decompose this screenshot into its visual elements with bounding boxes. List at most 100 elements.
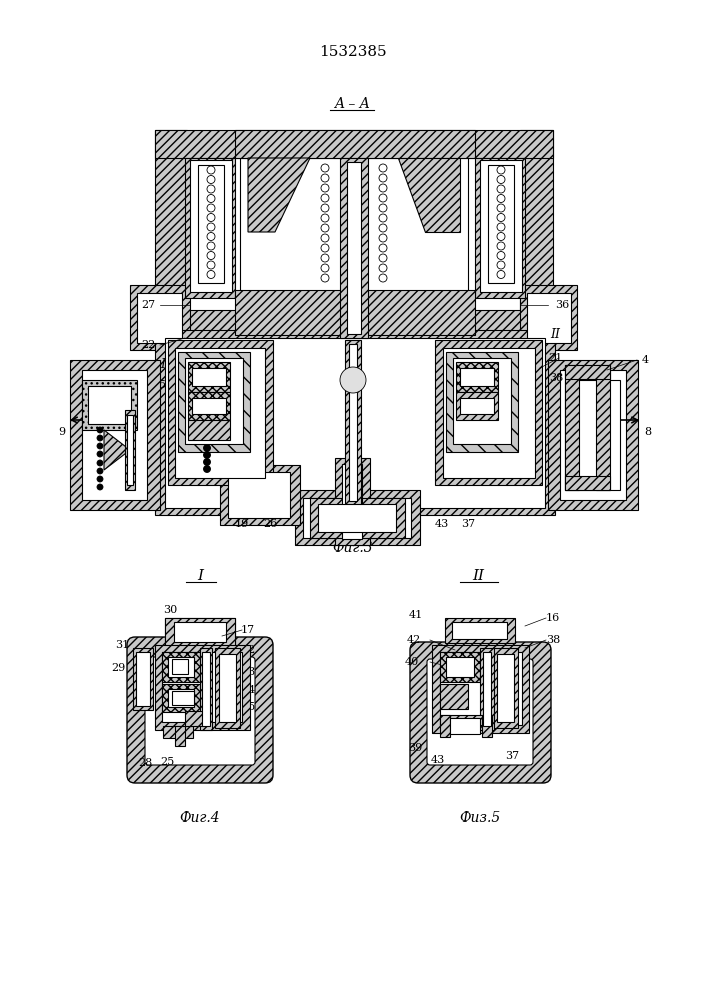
Bar <box>136 652 150 706</box>
Bar <box>345 340 361 505</box>
Bar <box>480 648 494 730</box>
Text: 1532385: 1532385 <box>319 45 387 59</box>
Text: Фиг.3: Фиг.3 <box>333 541 373 555</box>
Circle shape <box>379 274 387 282</box>
Bar <box>347 162 361 334</box>
Bar <box>165 338 545 508</box>
Bar <box>596 365 610 490</box>
Circle shape <box>204 452 211 458</box>
Bar <box>188 362 230 392</box>
Bar <box>483 652 491 726</box>
Bar <box>174 622 226 642</box>
Bar <box>295 490 420 545</box>
Bar <box>172 691 194 705</box>
Circle shape <box>321 244 329 252</box>
Polygon shape <box>248 158 310 232</box>
Bar <box>453 358 511 444</box>
Text: 42: 42 <box>407 635 421 645</box>
Text: 39: 39 <box>408 743 422 753</box>
Circle shape <box>321 224 329 232</box>
Circle shape <box>204 466 211 473</box>
Bar <box>155 130 553 158</box>
Bar <box>185 158 235 298</box>
Text: 33: 33 <box>241 667 255 677</box>
Bar <box>460 398 494 414</box>
Text: 25: 25 <box>160 757 174 767</box>
Bar <box>168 657 194 677</box>
Bar <box>440 652 522 725</box>
Text: 36: 36 <box>555 300 569 310</box>
Text: II: II <box>472 569 484 583</box>
Circle shape <box>97 443 103 449</box>
FancyBboxPatch shape <box>145 657 255 765</box>
Text: 35: 35 <box>241 702 255 712</box>
Text: 22: 22 <box>141 340 155 350</box>
Bar <box>168 340 273 485</box>
Bar <box>548 360 638 510</box>
Text: 34: 34 <box>241 685 255 695</box>
Circle shape <box>207 232 215 240</box>
Text: Физ.5: Физ.5 <box>460 811 501 825</box>
Circle shape <box>207 176 215 184</box>
Bar <box>165 618 235 646</box>
Bar <box>443 348 535 478</box>
Circle shape <box>497 214 505 222</box>
Bar <box>155 330 555 515</box>
Bar <box>188 392 230 420</box>
Circle shape <box>97 451 103 457</box>
Circle shape <box>207 223 215 231</box>
Bar <box>185 711 205 726</box>
Bar <box>565 365 610 379</box>
Bar <box>168 689 194 707</box>
Bar <box>185 358 243 444</box>
Bar <box>155 130 187 335</box>
Bar <box>488 165 514 283</box>
Bar <box>335 458 370 545</box>
Bar <box>127 415 133 485</box>
Circle shape <box>207 242 215 250</box>
Bar <box>178 352 250 452</box>
Bar <box>446 657 474 677</box>
Circle shape <box>497 223 505 231</box>
Circle shape <box>321 254 329 262</box>
Bar <box>155 645 250 730</box>
Text: 40: 40 <box>405 657 419 667</box>
Circle shape <box>379 234 387 242</box>
Bar <box>235 290 475 335</box>
Bar <box>565 476 610 490</box>
Bar <box>228 472 290 518</box>
Bar <box>163 726 193 738</box>
Circle shape <box>379 224 387 232</box>
Text: 38: 38 <box>549 373 563 383</box>
Bar <box>445 618 515 643</box>
Circle shape <box>97 427 103 433</box>
Circle shape <box>379 204 387 212</box>
Circle shape <box>379 264 387 272</box>
Bar <box>162 652 242 722</box>
Circle shape <box>97 468 103 474</box>
Bar <box>440 684 468 709</box>
Bar <box>560 370 626 500</box>
Bar <box>475 158 525 298</box>
Bar <box>190 160 232 292</box>
Bar <box>456 392 498 420</box>
Text: 9: 9 <box>59 427 66 437</box>
Text: 43: 43 <box>431 755 445 765</box>
Circle shape <box>207 270 215 278</box>
Circle shape <box>379 254 387 262</box>
Text: 28: 28 <box>138 758 152 768</box>
Circle shape <box>497 204 505 212</box>
Circle shape <box>321 234 329 242</box>
Circle shape <box>207 185 215 193</box>
Bar <box>456 362 498 392</box>
Text: 8: 8 <box>645 427 652 437</box>
Text: 32: 32 <box>241 645 255 655</box>
Circle shape <box>497 176 505 184</box>
Text: 38: 38 <box>546 635 560 645</box>
Bar <box>342 464 362 539</box>
Bar <box>527 293 571 343</box>
Text: I: I <box>160 359 165 371</box>
Bar <box>70 360 160 510</box>
Circle shape <box>97 435 103 441</box>
Circle shape <box>497 185 505 193</box>
